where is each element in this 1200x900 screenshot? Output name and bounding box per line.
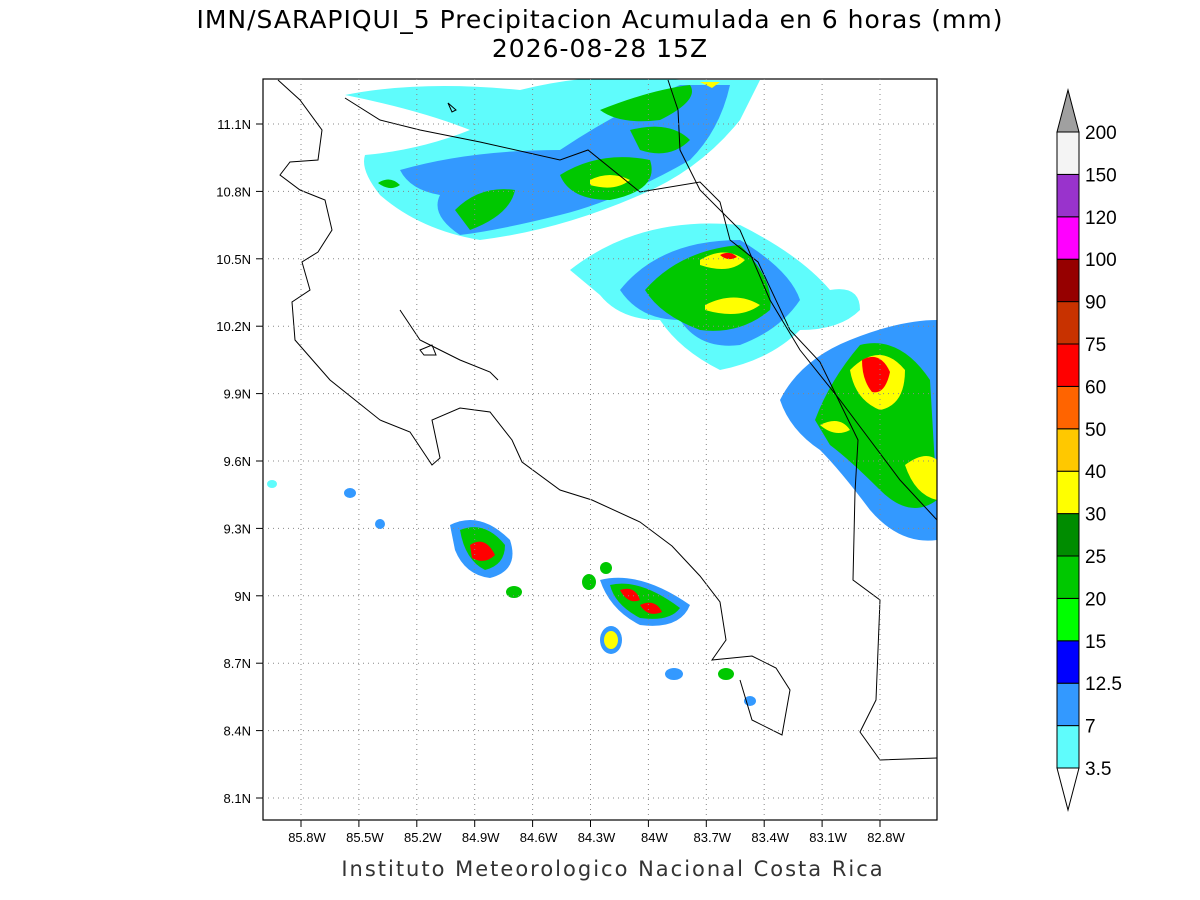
- colorbar-label: 15: [1085, 632, 1106, 653]
- lon-label: 85.2W: [404, 830, 442, 845]
- colorbar-label: 150: [1085, 165, 1117, 186]
- colorbar-label: 25: [1085, 547, 1106, 568]
- lat-label: 11.1N: [217, 117, 251, 132]
- lon-label: 85.8W: [288, 830, 326, 845]
- colorbar-label: 7: [1085, 717, 1096, 738]
- subtitle: 2026-08-28 15Z: [492, 34, 708, 63]
- colorbar-box: [1056, 173, 1080, 218]
- lat-label: 9.9N: [224, 387, 251, 402]
- lon-label: 82.8W: [867, 830, 905, 845]
- title: IMN/SARAPIQUI_5 Precipitacion Acumulada …: [196, 5, 1003, 34]
- colorbar-box: [1056, 428, 1080, 472]
- lon-label: 84.6W: [520, 830, 558, 845]
- lat-label: 9.6N: [224, 454, 251, 469]
- colorbar-box: [1056, 385, 1080, 430]
- lat-label: 10.5N: [216, 252, 251, 267]
- lon-label: 83.4W: [751, 830, 789, 845]
- lat-label: 9.3N: [224, 521, 251, 536]
- colorbar-box: [1056, 597, 1080, 642]
- colorbar-label: 120: [1085, 208, 1117, 229]
- colorbar-box: [1056, 682, 1080, 727]
- colorbar-label: 100: [1085, 250, 1117, 271]
- colorbar-label: 50: [1085, 420, 1106, 441]
- colorbar-box: [1056, 131, 1080, 175]
- coastlines: [277, 79, 937, 761]
- colorbar-box: [1056, 555, 1080, 599]
- footer: Instituto Meteorologico Nacional Costa R…: [341, 857, 884, 881]
- colorbar-box: [1056, 258, 1080, 303]
- colorbar: 3.5 7 12.5 15 20 25 30 40 50 60 75 90 100 120 150 200: [1056, 88, 1122, 812]
- colorbar-box: [1056, 513, 1080, 557]
- precipitation-field: [267, 79, 937, 706]
- lon-label: 83.1W: [809, 830, 847, 845]
- colorbar-box: [1056, 301, 1080, 345]
- lat-label: 8.1N: [224, 791, 251, 806]
- lat-label: 10.2N: [216, 319, 251, 334]
- colorbar-label: 3.5: [1085, 759, 1111, 780]
- colorbar-label: 20: [1085, 589, 1106, 610]
- colorbar-box: [1056, 343, 1080, 387]
- map-frame: [262, 78, 938, 821]
- lat-label: 8.4N: [224, 724, 251, 739]
- graticule: 11.1N 10.8N 10.5N 10.2N 9.9N 9.6N 9.3N 9N 8.7N 8.…: [216, 79, 937, 845]
- lon-label: 84.9W: [462, 830, 500, 845]
- colorbar-label: 40: [1085, 462, 1106, 483]
- lon-label: 85.5W: [346, 830, 384, 845]
- colorbar-over: [1056, 88, 1080, 133]
- colorbar-under: [1056, 767, 1080, 812]
- colorbar-box: [1056, 216, 1080, 260]
- colorbar-label: 90: [1085, 293, 1106, 314]
- lon-label: 84.3W: [578, 830, 616, 845]
- colorbar-box: [1056, 725, 1080, 769]
- colorbar-label: 30: [1085, 505, 1106, 526]
- lat-label: 9N: [234, 589, 251, 604]
- lat-label: 10.8N: [216, 184, 251, 199]
- colorbar-label: 12.5: [1085, 674, 1122, 695]
- colorbar-label: 60: [1085, 377, 1106, 398]
- lon-label: 84W: [641, 830, 668, 845]
- colorbar-label: 200: [1085, 123, 1117, 144]
- lat-label: 8.7N: [224, 656, 251, 671]
- colorbar-box: [1056, 470, 1080, 515]
- lon-label: 83.7W: [694, 830, 732, 845]
- colorbar-label: 75: [1085, 335, 1106, 356]
- colorbar-box: [1056, 640, 1080, 684]
